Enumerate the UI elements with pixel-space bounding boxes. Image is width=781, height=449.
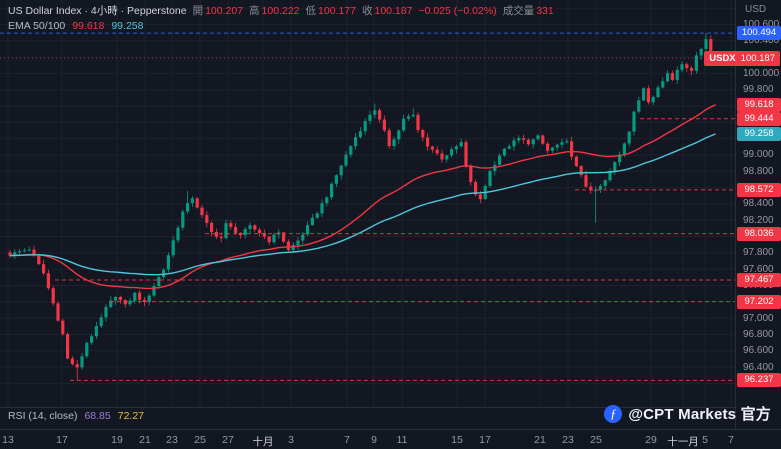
volume-value: 331 bbox=[536, 5, 554, 17]
rsi-ma-value: 72.27 bbox=[117, 410, 145, 422]
currency-label: USD bbox=[745, 4, 767, 15]
time-label: 19 bbox=[111, 434, 123, 446]
symbol-tag: USDX bbox=[709, 52, 736, 64]
ohlc-label: 開 bbox=[192, 5, 204, 17]
volume-label: 成交量 bbox=[502, 5, 535, 17]
level-badge: 97.467 bbox=[737, 273, 781, 287]
time-label: 11 bbox=[396, 434, 408, 446]
ohlc-value: 100.222 bbox=[261, 5, 300, 17]
price-tick-label: 99.800 bbox=[743, 84, 774, 96]
ema-legend[interactable]: EMA 50/100 99.618 99.258 bbox=[8, 20, 143, 33]
ema100-line bbox=[9, 133, 716, 276]
level-badge: 96.237 bbox=[737, 373, 781, 388]
time-label: 7 bbox=[728, 434, 734, 446]
ohlc-value: 100.207 bbox=[205, 5, 244, 17]
time-label: 25 bbox=[194, 434, 206, 446]
symbol-legend[interactable]: US Dollar Index · 4小時 · Pepperstone 開 100.… bbox=[8, 5, 554, 18]
level-badge: 97.202 bbox=[737, 294, 781, 309]
time-label: 29 bbox=[645, 434, 657, 446]
watermark: ƒ @CPT Markets 官方 bbox=[604, 403, 771, 424]
time-label: 25 bbox=[590, 434, 602, 446]
high-line-badge: 100.494 bbox=[737, 26, 781, 41]
level-badge: 98.036 bbox=[737, 226, 781, 241]
rsi-value: 68.85 bbox=[84, 410, 111, 422]
price-tick-label: 96.400 bbox=[743, 361, 774, 373]
time-label: 十一月 bbox=[667, 436, 699, 448]
symbol-title: US Dollar Index · 4小時 · Pepperstone bbox=[8, 5, 187, 17]
ohlc-value: 100.187 bbox=[374, 5, 413, 17]
time-label: 5 bbox=[702, 434, 708, 446]
ema100-value: 99.258 bbox=[111, 20, 144, 32]
ema50-value: 99.618 bbox=[72, 20, 105, 32]
price-tick-label: 97.000 bbox=[743, 312, 774, 324]
time-label: 17 bbox=[479, 434, 491, 446]
ohlc-values: 開 100.207 高 100.222 低 100.177 收 100.187 bbox=[187, 5, 413, 17]
time-label: 21 bbox=[139, 434, 151, 446]
price-tick-label: 100.400 bbox=[743, 35, 780, 47]
price-tick-label: 96.600 bbox=[743, 345, 774, 357]
ema-label: EMA 50/100 bbox=[8, 20, 66, 32]
ohlc-label: 高 bbox=[249, 5, 260, 17]
ema50-badge: 99.618 bbox=[737, 97, 781, 112]
time-label: 13 bbox=[2, 434, 14, 446]
time-label: 17 bbox=[56, 434, 68, 446]
price-tick-label: 100.600 bbox=[743, 18, 780, 30]
time-label: 9 bbox=[371, 434, 377, 446]
time-label: 23 bbox=[166, 434, 178, 446]
watermark-text: @CPT Markets 官方 bbox=[628, 406, 771, 423]
last-price-badge: USDX 100.187 bbox=[704, 50, 780, 66]
support-resistance-lines[interactable] bbox=[0, 32, 735, 381]
time-label: 7 bbox=[344, 434, 350, 446]
level-badge: 99.444 bbox=[737, 111, 781, 126]
price-change: −0.025 (−0.02%) bbox=[418, 5, 497, 17]
level-badge: 98.572 bbox=[737, 182, 781, 197]
ema100-badge: 99.258 bbox=[737, 126, 781, 141]
cpt-markets-logo-icon: ƒ bbox=[604, 404, 623, 423]
candles bbox=[8, 33, 718, 381]
price-tick-label: 98.200 bbox=[743, 214, 774, 226]
price-tick-label: 98.800 bbox=[743, 165, 774, 177]
price-tick-label: 99.000 bbox=[743, 149, 774, 161]
price-tick-label: 97.800 bbox=[743, 247, 774, 259]
candlestick-chart-canvas[interactable] bbox=[0, 0, 735, 429]
grid bbox=[0, 0, 735, 407]
price-tick-label: 97.600 bbox=[743, 263, 774, 275]
price-tick-label: 100.000 bbox=[743, 67, 780, 79]
ohlc-label: 低 bbox=[305, 5, 317, 17]
time-label: 23 bbox=[562, 434, 574, 446]
last-price-value: 100.187 bbox=[740, 52, 775, 64]
time-label: 十月 bbox=[252, 436, 274, 448]
ema50-line bbox=[9, 103, 716, 290]
rsi-legend[interactable]: RSI (14, close) 68.85 72.27 bbox=[8, 410, 144, 423]
time-label: 21 bbox=[534, 434, 546, 446]
pane-separator[interactable] bbox=[0, 407, 781, 408]
time-label: 27 bbox=[222, 434, 234, 446]
price-tick-label: 96.800 bbox=[743, 328, 774, 340]
price-axis[interactable]: USD 100.600 100.400 100.000 99.800 99.000 98.… bbox=[704, 0, 781, 429]
ohlc-label: 收 bbox=[361, 5, 373, 17]
time-label: 3 bbox=[288, 434, 294, 446]
time-label: 15 bbox=[451, 434, 463, 446]
price-tick-label: 98.400 bbox=[743, 198, 774, 210]
ohlc-value: 100.177 bbox=[318, 5, 356, 17]
time-axis[interactable]: 13 17 19 21 23 25 27 十月 3 7 9 11 15 17 21 23 25 29 十一月 5 7 bbox=[0, 429, 781, 449]
rsi-label: RSI (14, close) bbox=[8, 410, 78, 422]
